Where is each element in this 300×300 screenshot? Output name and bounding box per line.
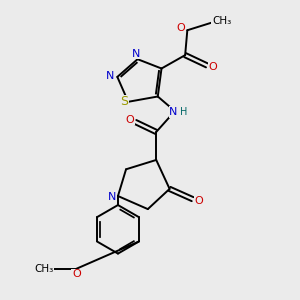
Text: N: N — [106, 71, 115, 81]
Text: N: N — [132, 49, 140, 58]
Text: O: O — [194, 196, 203, 206]
Text: O: O — [125, 115, 134, 124]
Text: S: S — [121, 95, 128, 108]
Text: CH₃: CH₃ — [34, 264, 54, 274]
Text: N: N — [108, 192, 117, 202]
Text: H: H — [180, 107, 187, 117]
Text: O: O — [208, 62, 217, 72]
Text: O: O — [176, 23, 185, 33]
Text: O: O — [72, 269, 81, 279]
Text: CH₃: CH₃ — [212, 16, 231, 26]
Text: N: N — [169, 107, 178, 117]
